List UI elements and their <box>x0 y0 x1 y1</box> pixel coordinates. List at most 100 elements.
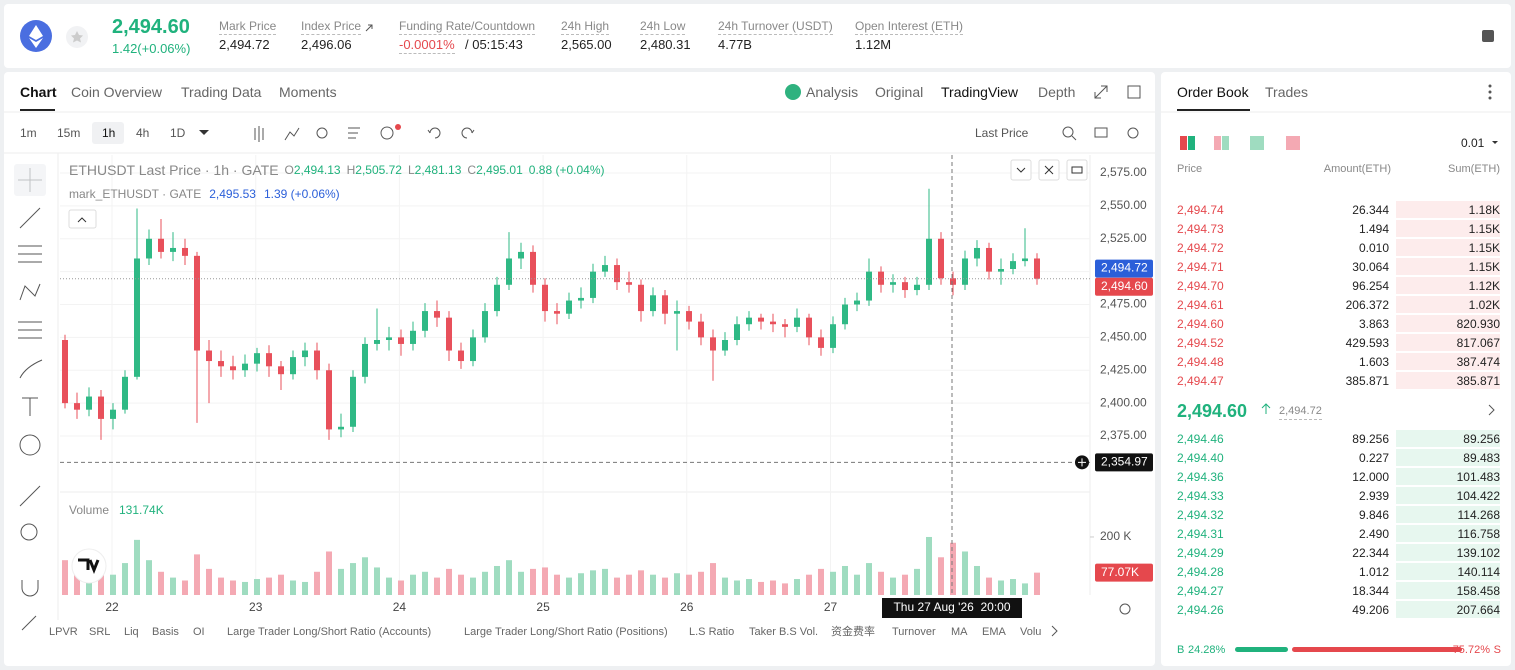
book-tab[interactable]: Order Book <box>1177 84 1249 100</box>
book-amount: 96.254 <box>1352 279 1389 293</box>
indicator[interactable]: SRL <box>89 626 111 638</box>
analysis-icon[interactable] <box>785 84 801 100</box>
book-price[interactable]: 2,494.27 <box>1177 584 1224 598</box>
book-price[interactable]: 2,494.74 <box>1177 203 1224 217</box>
stat-label[interactable]: 24h Turnover (USDT) <box>718 19 833 35</box>
interval[interactable]: 15m <box>57 126 81 140</box>
toolbar-icons[interactable] <box>18 84 1495 637</box>
indicator[interactable]: EMA <box>982 626 1006 638</box>
depth-bar <box>1396 201 1500 218</box>
indicator[interactable]: Volu <box>1020 626 1042 638</box>
dropdown[interactable] <box>199 130 209 135</box>
x-tick-label: 27 <box>824 600 838 614</box>
book-price[interactable]: 2,494.61 <box>1177 298 1224 312</box>
stat-label[interactable]: 24h High <box>561 19 610 35</box>
ohlc-key: L <box>407 163 415 177</box>
candle-body <box>374 340 380 344</box>
pane-icon <box>1044 165 1054 175</box>
volume-bar <box>710 563 716 595</box>
candle-body <box>770 321 776 325</box>
interval[interactable]: 1h <box>102 126 116 140</box>
stat-label[interactable]: Open Interest (ETH) <box>855 19 964 35</box>
candle-body <box>446 317 452 351</box>
chart-tab[interactable]: Coin Overview <box>71 84 163 100</box>
chart-tab[interactable]: Moments <box>279 84 337 100</box>
volume-bar <box>98 567 104 595</box>
book-price[interactable]: 2,494.48 <box>1177 355 1224 369</box>
price-source[interactable]: Last Price <box>975 126 1029 140</box>
last-price-tag: 2,494.60 <box>1101 279 1148 293</box>
interval-selected[interactable] <box>92 122 124 144</box>
interval[interactable]: 1m <box>20 126 37 140</box>
book-price[interactable]: 2,494.29 <box>1177 546 1224 560</box>
book-mode-icons[interactable] <box>1180 136 1498 150</box>
indicator[interactable]: Large Trader Long/Short Ratio (Positions… <box>464 626 668 638</box>
chart-tab[interactable]: Trading Data <box>181 84 262 100</box>
indicator[interactable]: Liq <box>124 626 139 638</box>
indicator[interactable]: MA <box>951 626 968 638</box>
book-price[interactable]: 2,494.72 <box>1177 241 1224 255</box>
book-price[interactable]: 2,494.40 <box>1177 451 1224 465</box>
indicator[interactable]: Turnover <box>892 626 936 638</box>
precision[interactable]: 0.01 <box>1461 136 1485 150</box>
stat-label[interactable]: Mark Price <box>219 19 277 35</box>
book-price[interactable]: 2,494.70 <box>1177 279 1224 293</box>
book-sum: 140.114 <box>1457 565 1501 579</box>
link-icon <box>365 24 373 32</box>
indicator[interactable]: Large Trader Long/Short Ratio (Accounts) <box>227 626 432 638</box>
y-tick-label: 2,550.00 <box>1100 198 1147 212</box>
candle-body <box>566 300 572 314</box>
indicator[interactable]: Basis <box>152 626 179 638</box>
stat-label[interactable]: Funding Rate/Countdown <box>399 19 536 35</box>
sell-letter: S <box>1493 644 1501 656</box>
view-tab[interactable]: Depth <box>1038 84 1076 100</box>
expand-icon[interactable] <box>1094 85 1108 99</box>
indicator[interactable]: LPVR <box>49 626 78 638</box>
indicator[interactable]: Taker B.S Vol. <box>749 626 819 638</box>
stat-label[interactable]: 24h Low <box>640 19 686 35</box>
volume-bar <box>1034 572 1040 595</box>
book-price[interactable]: 2,494.33 <box>1177 489 1224 503</box>
book-price[interactable]: 2,494.73 <box>1177 222 1224 236</box>
book-price[interactable]: 2,494.26 <box>1177 603 1224 617</box>
candle-body <box>626 282 632 285</box>
volume-bar <box>818 568 824 595</box>
indicator[interactable]: OI <box>193 626 205 638</box>
view-tab[interactable]: Analysis <box>806 84 859 100</box>
indicator[interactable]: L.S Ratio <box>689 626 735 638</box>
view-tab[interactable]: Original <box>875 84 924 100</box>
book-tab[interactable]: Trades <box>1265 84 1309 100</box>
book-price[interactable]: 2,494.36 <box>1177 470 1224 484</box>
book-price[interactable]: 2,494.60 <box>1177 317 1224 331</box>
book-price[interactable]: 2,494.46 <box>1177 432 1224 446</box>
pane-icon <box>1071 166 1083 174</box>
interval[interactable]: 4h <box>136 126 150 140</box>
view-tab[interactable]: TradingView <box>941 84 1019 100</box>
book-price[interactable]: 2,494.71 <box>1177 260 1224 274</box>
chart-tab[interactable]: Chart <box>20 84 57 100</box>
book-price[interactable]: 2,494.32 <box>1177 508 1224 522</box>
stat-label[interactable]: Index Price <box>301 19 362 35</box>
volume-bar <box>146 560 152 595</box>
book-sum: 207.664 <box>1456 603 1500 617</box>
volume-bar <box>938 557 944 595</box>
window-icon[interactable] <box>1127 85 1141 99</box>
book-price[interactable]: 2,494.28 <box>1177 565 1224 579</box>
doc-icon[interactable] <box>1482 30 1494 42</box>
depth-bar <box>1396 544 1500 561</box>
book-sum: 385.871 <box>1456 374 1500 388</box>
volume-bar <box>542 567 548 595</box>
volume-bar <box>806 574 812 595</box>
tool-selected[interactable] <box>14 164 46 196</box>
book-price[interactable]: 2,494.52 <box>1177 336 1224 350</box>
candle-body <box>974 247 980 259</box>
star[interactable] <box>71 31 83 43</box>
candle-body <box>494 284 500 312</box>
volume-bar <box>134 539 140 595</box>
book-price[interactable]: 2,494.47 <box>1177 374 1224 388</box>
indicator[interactable]: 资金费率 <box>831 626 875 638</box>
book-amount: 385.871 <box>1345 374 1389 388</box>
book-price[interactable]: 2,494.31 <box>1177 527 1224 541</box>
candle-body <box>638 284 644 312</box>
interval[interactable]: 1D <box>170 126 186 140</box>
